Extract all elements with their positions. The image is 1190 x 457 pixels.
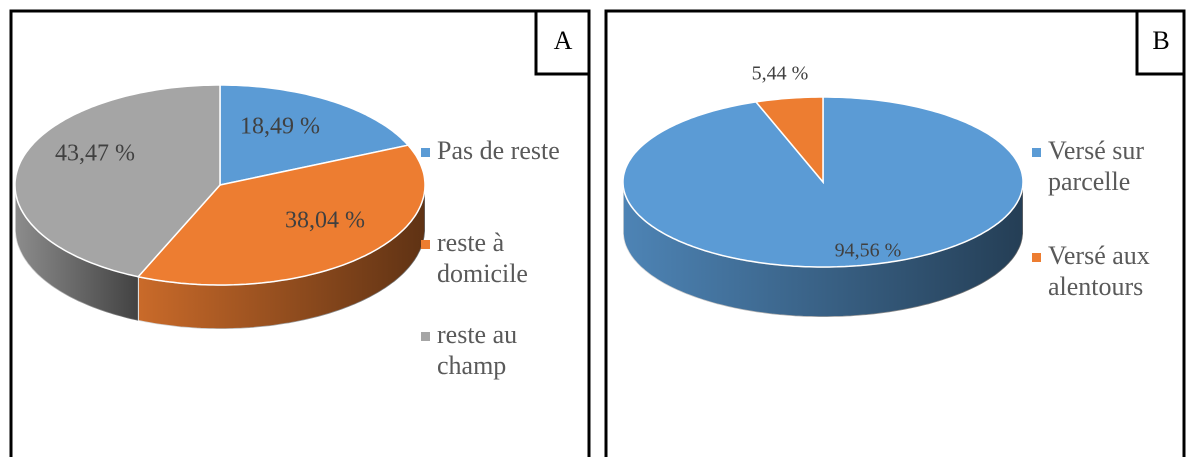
pie-side-shade [623,182,1023,317]
panel-frame [9,9,591,457]
legend-swatch [421,332,430,341]
legend-label: Versé aux alentours [1048,241,1150,302]
legend-entry: Versé sur parcelle [1032,135,1183,197]
panel-label: B [1152,26,1169,55]
data-label: 38,04 % [285,208,365,234]
data-label: 94,56 % [835,240,902,262]
pie-slice [14,84,221,278]
legend-entry: Pas de reste [421,135,567,166]
legend-label: reste au champ [437,320,518,381]
legend-entry: Versé aux alentours [1032,240,1183,302]
legend-label: reste à domicile [437,228,528,289]
legend-label: Versé sur parcelle [1048,136,1145,197]
data-label: 5,44 % [752,63,809,85]
legend-swatch [1032,148,1041,157]
data-label: 18,49 % [240,114,320,140]
legend-label: Pas de reste [437,136,560,165]
pie-slice [136,144,426,286]
panel-label-box [534,9,591,76]
panel-frame [604,9,1186,457]
legend-entry: reste à domicile [421,227,567,289]
legend-swatch [421,240,430,249]
legend-entry: reste au champ [421,319,567,381]
data-label: 43,47 % [55,141,135,167]
legend-swatch [421,148,430,157]
pie-slice [219,84,410,186]
legend-swatch [1032,253,1041,262]
pie-slice [754,96,824,185]
pie-side-shade [15,185,139,321]
pie-side-shade [138,185,425,329]
panel-label-box [1135,9,1186,76]
panel-label: A [554,26,573,55]
